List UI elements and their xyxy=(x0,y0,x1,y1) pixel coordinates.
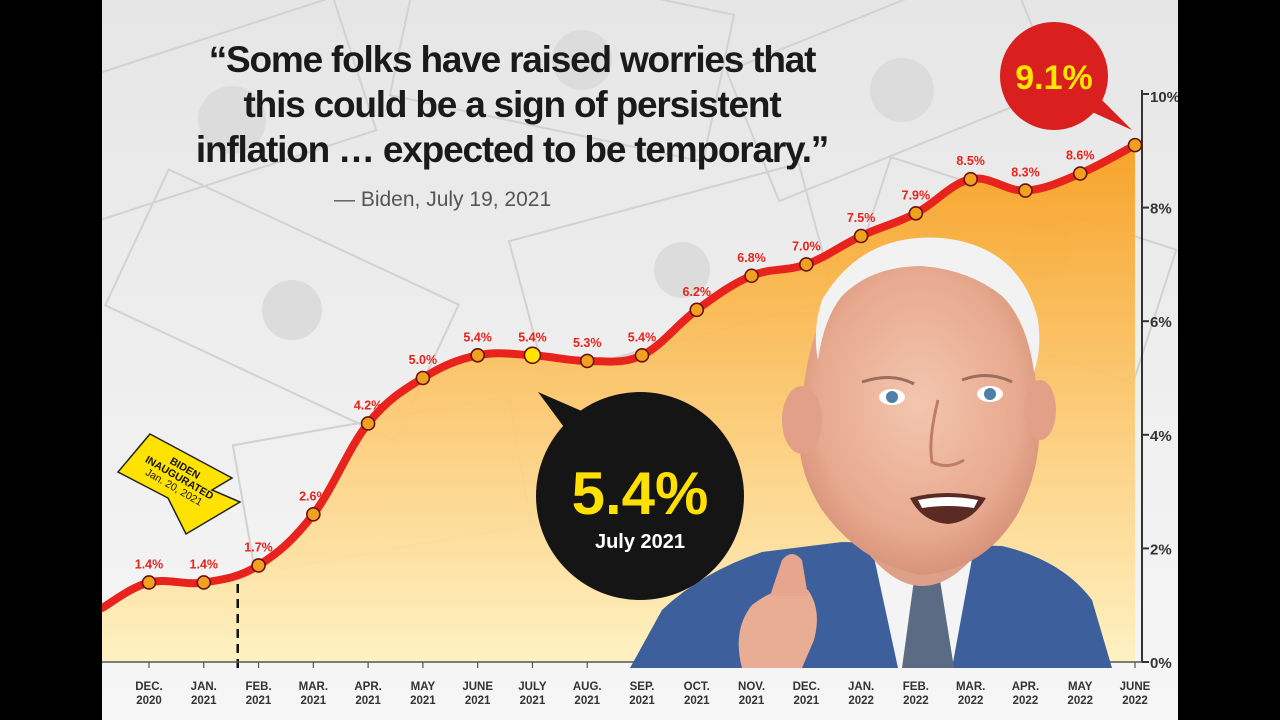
data-point xyxy=(415,370,431,386)
data-label: 6.2% xyxy=(683,285,712,299)
x-tick-label: OCT. 2021 xyxy=(684,681,710,707)
data-point xyxy=(470,347,485,363)
x-tick-label: DEC. 2020 xyxy=(135,681,162,707)
speaker-photo xyxy=(630,237,1112,668)
data-point xyxy=(1018,183,1033,198)
inflation-line xyxy=(102,141,1139,613)
peak-callout: 9.1% xyxy=(1000,22,1132,130)
x-tick-label: MAR. 2022 xyxy=(956,681,985,707)
peak-callout-value: 9.1% xyxy=(1015,59,1093,97)
y-tick-label: 8% xyxy=(1150,201,1172,218)
x-ticks: DEC. 2020 JAN. 2021 FEB. 2021 MAR. 2021 APR. 2021… xyxy=(135,662,1151,707)
quote-attribution: — Biden, July 19, 2021 xyxy=(334,188,552,211)
x-tick-label: AUG. 2021 xyxy=(573,681,602,707)
data-point xyxy=(196,575,212,590)
x-tick-label: APR. 2021 xyxy=(354,681,381,707)
data-label: 5.3% xyxy=(573,336,602,350)
x-tick-label: SEP. 2021 xyxy=(629,681,655,707)
x-tick-label: MAR. 2021 xyxy=(299,681,328,707)
data-point xyxy=(523,346,542,365)
data-label: 8.3% xyxy=(1011,166,1040,180)
july-callout: 5.4% July 2021 xyxy=(536,392,744,600)
data-point xyxy=(1127,137,1143,153)
data-point xyxy=(141,575,157,590)
data-label: 8.5% xyxy=(956,154,985,168)
data-label: 1.7% xyxy=(244,540,272,554)
data-label: 1.4% xyxy=(190,557,219,571)
data-label: 8.6% xyxy=(1066,149,1095,163)
data-label: 7.0% xyxy=(792,239,821,253)
data-label: 7.9% xyxy=(902,188,931,202)
infographic-panel: 0% 2% 4% 6% 8% 10% DEC. 2020 JAN. 2021 FEB. 2021 MA… xyxy=(102,0,1178,720)
x-tick-label: FEB. 2022 xyxy=(903,681,929,707)
data-point xyxy=(1072,166,1088,181)
y-tick-label: 0% xyxy=(1150,655,1172,672)
data-label: 2.6% xyxy=(299,489,328,503)
quote-line-2: this could be a sign of persistent xyxy=(243,84,782,125)
data-label: 4.2% xyxy=(354,398,383,412)
data-label: 5.4% xyxy=(518,330,547,344)
data-point xyxy=(360,416,376,431)
inauguration-arrow xyxy=(116,433,242,536)
x-tick-label: JAN. 2021 xyxy=(191,681,217,707)
data-label: 7.5% xyxy=(847,211,876,225)
y-tick-label: 2% xyxy=(1150,541,1172,558)
x-tick-label: JUNE 2021 xyxy=(462,681,493,707)
data-point xyxy=(744,268,759,284)
x-tick-label: MAY 2021 xyxy=(410,681,436,707)
data-point xyxy=(963,171,978,187)
x-tick-label: FEB. 2021 xyxy=(245,681,271,707)
x-tick-label: DEC. 2021 xyxy=(793,681,820,707)
data-point xyxy=(689,302,705,318)
x-tick-label: APR. 2022 xyxy=(1012,681,1039,707)
y-tick-label: 4% xyxy=(1150,428,1172,445)
data-points xyxy=(141,137,1143,590)
data-labels: 1.4% 1.4% 1.7% 2.6% 4.2% 5.0% 5.4% 5.4% 5.3% 5.4%… xyxy=(135,149,1095,572)
x-tick-label: MAY 2022 xyxy=(1067,681,1093,707)
y-tick-label: 6% xyxy=(1150,314,1172,331)
july-callout-value: 5.4% xyxy=(572,460,709,527)
quote-line-1: “Some folks have raised worries that xyxy=(208,39,817,80)
data-point xyxy=(799,257,814,272)
x-tick-label: JUNE 2022 xyxy=(1120,681,1151,707)
july-callout-label: July 2021 xyxy=(595,531,685,553)
data-point xyxy=(579,353,595,369)
inflation-chart: 0% 2% 4% 6% 8% 10% DEC. 2020 JAN. 2021 FEB. 2021 MA… xyxy=(102,22,1178,707)
data-label: 5.4% xyxy=(628,330,657,344)
data-point xyxy=(634,347,650,363)
data-label: 1.4% xyxy=(135,557,164,571)
y-ticks: 0% 2% 4% 6% 8% 10% xyxy=(1142,89,1178,672)
data-point xyxy=(251,558,266,573)
x-tick-label: JULY 2021 xyxy=(518,681,547,707)
data-label: 6.8% xyxy=(737,251,766,265)
data-point xyxy=(306,507,321,522)
quote-line-3: inflation … expected to be temporary.” xyxy=(195,129,829,170)
y-tick-label: 10% xyxy=(1150,89,1178,106)
x-tick-label: JAN. 2022 xyxy=(848,681,874,707)
x-tick-label: NOV. 2021 xyxy=(738,681,765,707)
data-label: 5.4% xyxy=(463,330,492,344)
data-point xyxy=(853,228,869,244)
data-point xyxy=(908,205,924,221)
data-label: 5.0% xyxy=(409,353,438,367)
